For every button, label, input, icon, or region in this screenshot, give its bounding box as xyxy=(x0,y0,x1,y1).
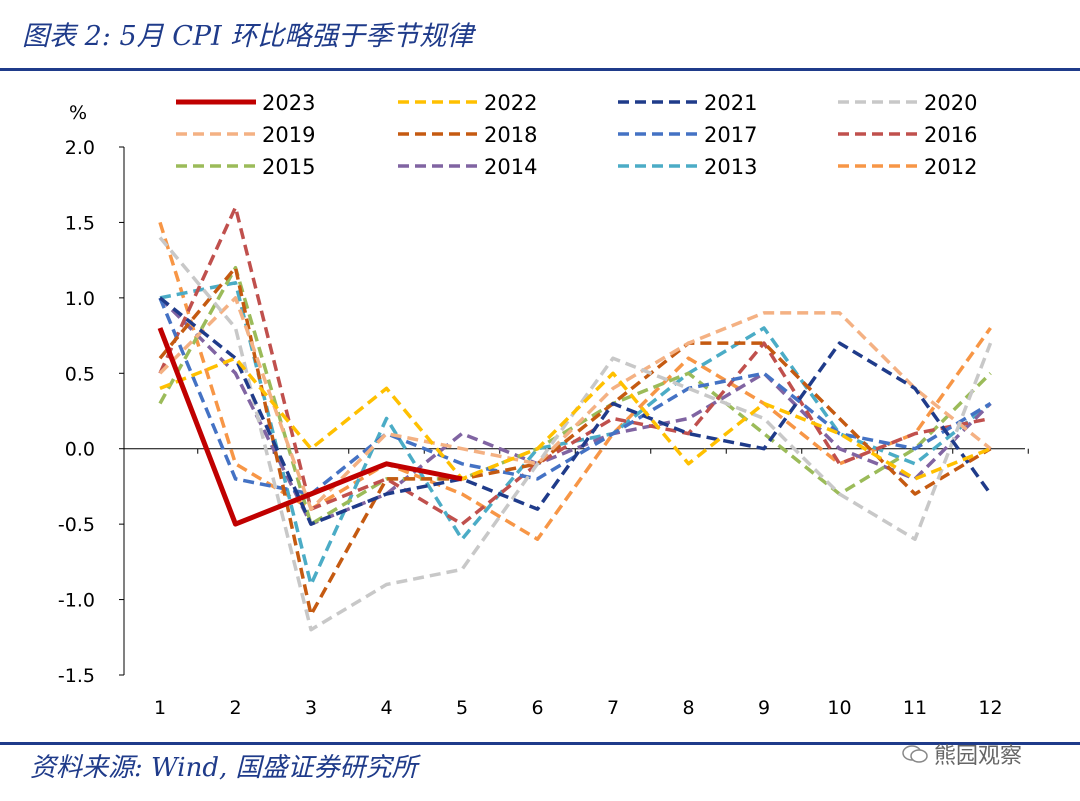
legend-label: 2016 xyxy=(924,123,977,147)
y-tick-label: 0.0 xyxy=(65,439,95,461)
legend-label: 2013 xyxy=(704,155,757,179)
legend-label: 2020 xyxy=(924,91,977,115)
y-tick-label: 2.0 xyxy=(65,137,95,159)
title-divider xyxy=(0,68,1080,71)
x-tick-label: 4 xyxy=(380,697,392,719)
watermark: 熊园观察 xyxy=(902,738,1022,770)
x-tick-label: 9 xyxy=(758,697,770,719)
page-title: 图表 2: 5月 CPI 环比略强于季节规律 xyxy=(22,21,474,52)
series-line-2023 xyxy=(157,327,463,527)
series-line-2017 xyxy=(158,297,992,496)
y-tick-label: -1.0 xyxy=(58,590,95,612)
x-tick-label: 2 xyxy=(229,697,241,719)
x-tick-label: 12 xyxy=(978,697,1002,719)
line-chart: 2.01.51.00.50.0-0.5-1.0-1.5%1 2 3 4 5 6 7 8 9 10 1… xyxy=(58,91,1029,719)
footer-divider xyxy=(0,742,1080,745)
chart-series xyxy=(157,205,993,632)
legend-label: 2014 xyxy=(484,155,537,179)
x-tick-label: 11 xyxy=(903,697,927,719)
y-tick-label: -0.5 xyxy=(58,514,95,536)
x-tick-label: 8 xyxy=(682,697,694,719)
series-line-2019 xyxy=(158,296,992,511)
legend-label: 2018 xyxy=(484,123,537,147)
y-tick-label: 1.0 xyxy=(65,288,95,310)
y-axis-unit: % xyxy=(69,102,87,124)
series-line-2018 xyxy=(158,265,992,617)
x-tick-label: 5 xyxy=(456,697,468,719)
series-line-2016 xyxy=(158,205,991,526)
chart-axes: 2.01.51.00.50.0-0.5-1.0-1.5%1 2 3 4 5 6 7 8 9 10 1… xyxy=(58,102,1029,719)
x-tick-label: 7 xyxy=(607,697,619,719)
legend-label: 2012 xyxy=(924,155,977,179)
x-tick-label: 3 xyxy=(305,697,317,719)
x-tick-label: 6 xyxy=(531,697,543,719)
x-tick-label: 10 xyxy=(827,697,851,719)
legend-label: 2017 xyxy=(704,123,757,147)
series-line-2015 xyxy=(158,265,992,526)
source-note: 资料来源: Wind, 国盛证券研究所 xyxy=(30,753,418,783)
watermark-label: 熊园观察 xyxy=(934,744,1023,769)
x-tick-label: 1 xyxy=(154,697,166,719)
wechat-icon xyxy=(902,745,928,763)
y-tick-label: -1.5 xyxy=(58,665,95,687)
chart-legend: 2023 2022 2021 2020 2019 2018 2017 2016 2015 2014… xyxy=(176,91,977,179)
legend-label: 2023 xyxy=(262,91,315,115)
legend-label: 2019 xyxy=(262,123,315,147)
y-tick-label: 1.5 xyxy=(65,212,95,234)
series-line-2022 xyxy=(159,356,992,481)
legend-label: 2021 xyxy=(704,91,757,115)
legend-label: 2022 xyxy=(484,91,537,115)
y-tick-label: 0.5 xyxy=(65,363,95,385)
legend-label: 2015 xyxy=(262,155,315,179)
